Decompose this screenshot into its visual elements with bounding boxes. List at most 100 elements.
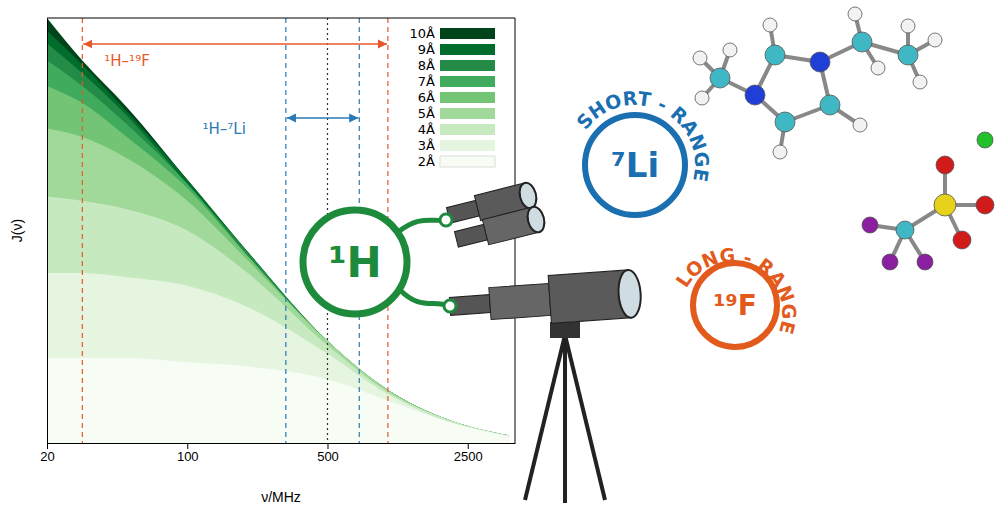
- connector-ring: [440, 214, 452, 226]
- atom: [763, 18, 777, 32]
- probe-caption: LONG - RANGE: [671, 244, 800, 337]
- x-tick-mark: [327, 443, 328, 449]
- probe-caption-path: LONG - RANGE: [671, 244, 800, 337]
- probe-caption: SHORT - RANGE: [572, 87, 713, 184]
- x-axis-line: [48, 443, 516, 444]
- center-label: ¹H: [328, 238, 382, 287]
- atom: [882, 254, 898, 270]
- probe: ¹⁹FLONG - RANGE: [671, 244, 800, 347]
- x-tick: 100: [177, 443, 199, 464]
- area: [47, 273, 509, 443]
- legend-swatch: [440, 60, 495, 71]
- legend-label: 2Å: [418, 154, 435, 169]
- probe: ⁷LiSHORT - RANGE: [572, 87, 713, 215]
- area: [47, 358, 509, 443]
- probe-circle: [585, 115, 685, 215]
- atom: [695, 91, 709, 105]
- lens: [617, 269, 642, 318]
- connector-ring: [444, 300, 456, 312]
- atom: [765, 45, 785, 65]
- x-tick: 2500: [454, 443, 483, 464]
- atom: [928, 33, 942, 47]
- legend-label: 9Å: [418, 42, 435, 57]
- atom: [917, 254, 933, 270]
- atom: [976, 196, 994, 214]
- atom: [820, 95, 840, 115]
- telescopes: [445, 181, 642, 503]
- atom: [693, 51, 707, 65]
- legend-swatch: [440, 108, 495, 119]
- annotation-label: ¹H–¹⁹F: [104, 52, 149, 70]
- legend-item: 7Å: [418, 74, 495, 89]
- connector: [400, 290, 450, 306]
- lens: [517, 181, 539, 210]
- atom: [723, 43, 737, 57]
- tripod-leg: [563, 335, 567, 503]
- probe-label: ¹⁹F: [713, 289, 757, 322]
- area: [47, 197, 509, 444]
- area: [47, 31, 509, 443]
- legend-item: 5Å: [418, 106, 495, 121]
- legend: 10Å9Å8Å7Å6Å5Å4Å3Å2Å: [410, 26, 495, 169]
- telescope-long: [448, 269, 642, 330]
- atom: [773, 145, 787, 159]
- y-axis-title: J(ν): [9, 219, 25, 242]
- area: [47, 44, 509, 444]
- annotation-line: [82, 18, 83, 443]
- atom: [775, 112, 795, 132]
- tripod-leg: [525, 335, 565, 500]
- atom: [862, 217, 878, 233]
- x-axis: 20 100 500 2500: [40, 443, 515, 464]
- legend-label: 6Å: [418, 90, 435, 105]
- legend-item: 8Å: [418, 58, 495, 73]
- atom: [871, 61, 885, 75]
- legend-item: 9Å: [418, 42, 495, 57]
- atom: [896, 221, 914, 239]
- area: [47, 129, 509, 444]
- area: [47, 86, 509, 443]
- atom: [936, 156, 954, 174]
- legend-swatch: [440, 156, 495, 167]
- legend-item: 10Å: [410, 26, 495, 41]
- lens: [525, 205, 547, 234]
- y-axis-line: [47, 19, 48, 444]
- molecules: [693, 7, 994, 270]
- atom: [898, 45, 918, 65]
- x-tick-label: 20: [40, 449, 54, 464]
- legend-label: 8Å: [418, 58, 435, 73]
- legend-label: 3Å: [418, 138, 435, 153]
- y-axis: [47, 19, 48, 444]
- atom: [810, 52, 830, 72]
- tube: [489, 283, 551, 319]
- area: [47, 61, 509, 444]
- legend-item: 4Å: [418, 122, 495, 137]
- frame-top: [47, 18, 515, 19]
- figure: 201005002500ν/MHzJ(ν)¹H–¹⁹F¹H–⁷Li10Å9Å8Å…: [0, 0, 1002, 513]
- atom: [901, 19, 915, 33]
- atom: [853, 118, 867, 132]
- x-tick-label: 500: [317, 449, 339, 464]
- legend-swatch: [440, 28, 495, 39]
- legend-swatch: [440, 124, 495, 135]
- legend-label: 10Å: [410, 26, 436, 41]
- atom: [953, 231, 971, 249]
- atom: [848, 7, 862, 21]
- tube: [454, 224, 487, 247]
- area: [47, 18, 509, 443]
- x-tick: 500: [317, 443, 339, 464]
- center-circle: [303, 210, 407, 314]
- x-tick-mark: [187, 443, 188, 449]
- atom: [913, 75, 927, 89]
- tripod-head: [550, 322, 580, 338]
- atom: [977, 132, 993, 148]
- plot-area: [47, 18, 509, 443]
- legend-item: 3Å: [418, 138, 495, 153]
- x-tick-label: 100: [177, 449, 199, 464]
- legend-item: 2Å: [418, 154, 495, 169]
- legend-swatch: [440, 44, 495, 55]
- atom: [745, 85, 765, 105]
- legend-label: 5Å: [418, 106, 435, 121]
- binocular-tube: [453, 205, 547, 252]
- legend-item: 6Å: [418, 90, 495, 105]
- x-axis-title: ν/MHz: [261, 489, 301, 505]
